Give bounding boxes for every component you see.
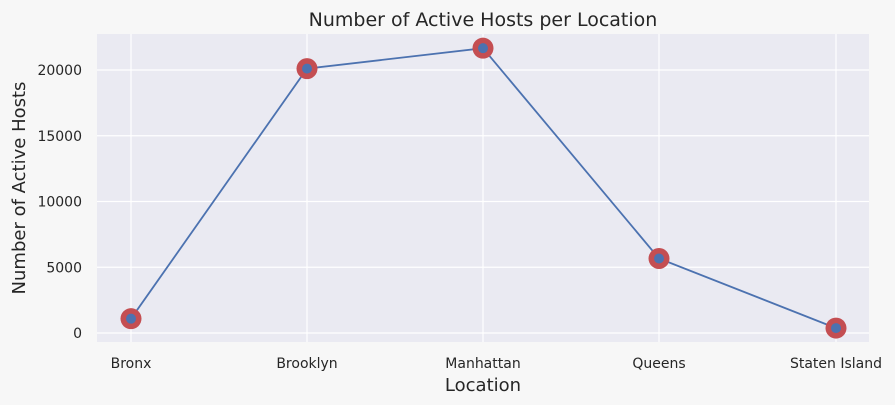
data-point-center	[478, 43, 488, 54]
data-point-center	[126, 313, 136, 324]
x-tick-labels: Bronx Brooklyn Manhattan Queens Staten Islan…	[111, 356, 882, 372]
x-tick-label: Queens	[632, 356, 685, 372]
data-point-center	[302, 63, 312, 74]
y-tick-label: 10000	[37, 195, 82, 211]
data-markers	[120, 37, 847, 339]
data-point-center	[831, 323, 841, 334]
data-point-center	[654, 253, 664, 264]
x-tick-label: Bronx	[111, 356, 152, 372]
x-gridlines	[130, 34, 837, 342]
x-tick-label: Brooklyn	[276, 356, 337, 372]
y-tick-label: 15000	[37, 129, 82, 145]
y-tick-label: 20000	[37, 63, 82, 79]
y-tick-label: 0	[73, 326, 82, 342]
chart-title: Number of Active Hosts per Location	[309, 9, 658, 31]
y-tick-labels: 0 5000 10000 15000 20000	[37, 63, 82, 342]
x-axis-label: Location	[445, 375, 521, 396]
y-tick-label: 5000	[46, 260, 82, 276]
x-tick-label: Staten Island	[790, 356, 882, 372]
x-tick-label: Manhattan	[445, 356, 520, 372]
y-axis-label: Number of Active Hosts	[9, 82, 30, 295]
